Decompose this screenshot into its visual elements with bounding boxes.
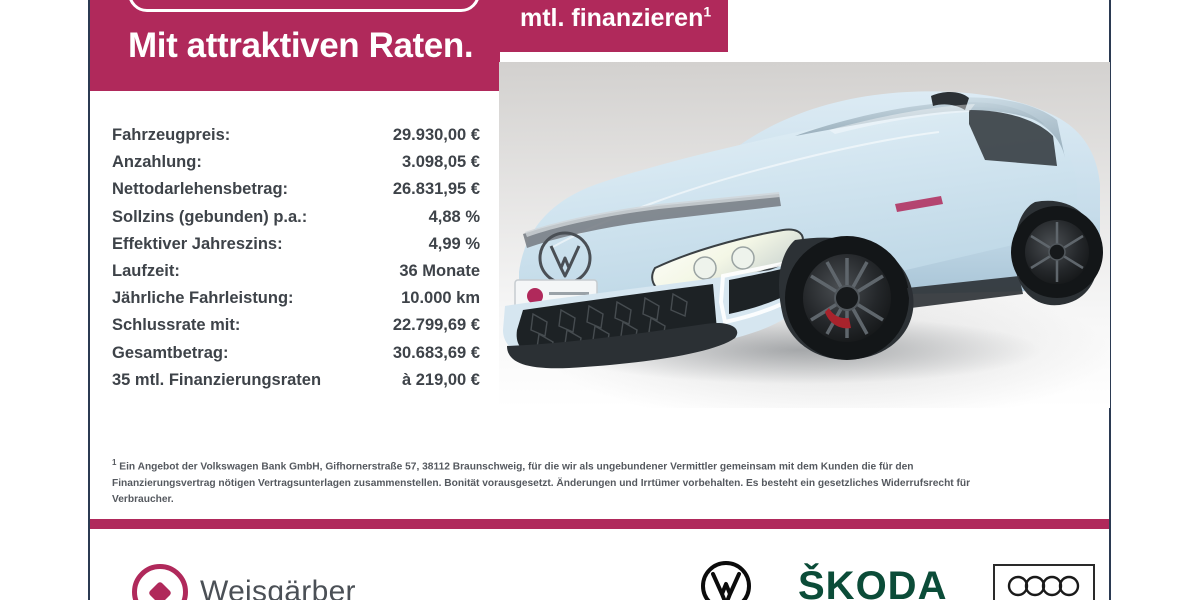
footer-divider [90, 519, 1109, 529]
decorative-pill-outline [128, 0, 480, 12]
footnote: 1 Ein Angebot der Volkswagen Bank GmbH, … [112, 455, 1017, 509]
row-value: 3.098,05 € [402, 153, 480, 172]
table-row: Schlussrate mit: 22.799,69 € [112, 316, 480, 343]
finance-details-table: Fahrzeugpreis: 29.930,00 € Anzahlung: 3.… [112, 126, 480, 398]
row-label: Fahrzeugpreis: [112, 126, 231, 144]
brand-logo-group: ŠKODA [700, 560, 1096, 600]
dealer-name: Weisgärber [200, 575, 356, 600]
footnote-marker: 1 [112, 458, 117, 467]
table-row: 35 mtl. Finanzierungsraten à 219,00 € [112, 371, 480, 398]
row-label: Nettodarlehensbetrag: [112, 180, 289, 199]
table-row: Sollzins (gebunden) p.a.: 4,88 % [112, 208, 480, 235]
row-value: 36 Monate [399, 261, 480, 280]
audi-rings-icon [993, 564, 1096, 600]
row-value: 29.930,00 € [392, 126, 480, 144]
row-value: 4,99 % [428, 234, 480, 253]
price-badge: Für 219,00 € mtl. finanzieren1 [500, 0, 728, 52]
footnote-text: Ein Angebot der Volkswagen Bank GmbH, Gi… [112, 461, 971, 506]
price-badge-line2: mtl. finanzieren1 [520, 2, 712, 34]
skoda-logo-icon: ŠKODA [798, 564, 948, 600]
row-value: 10.000 km [401, 289, 480, 308]
row-label: Gesamtbetrag: [112, 343, 229, 362]
row-value: à 219,00 € [402, 370, 480, 389]
headline-text: Mit attraktiven Raten. [128, 26, 474, 65]
vehicle-photo [499, 62, 1110, 408]
row-label: Effektiver Jahreszins: [112, 234, 283, 253]
row-label: Laufzeit: [112, 261, 180, 280]
audi-four-rings [1008, 575, 1080, 597]
row-label: 35 mtl. Finanzierungsraten [112, 370, 322, 389]
row-value: 30.683,69 € [392, 343, 480, 362]
row-label: Schlussrate mit: [112, 316, 241, 335]
page-frame-left-edge [88, 0, 90, 600]
dealer-logo[interactable]: Weisgärber [132, 564, 356, 600]
table-row: Effektiver Jahreszins: 4,99 % [112, 235, 480, 262]
table-row: Anzahlung: 3.098,05 € [112, 153, 480, 180]
vw-logo-icon [701, 561, 751, 600]
table-row: Fahrzeugpreis: 29.930,00 € [112, 126, 480, 153]
price-badge-footnote-marker: 1 [703, 3, 712, 20]
row-value: 4,88 % [428, 207, 480, 226]
footer: Weisgärber ŠKODA [90, 556, 1109, 600]
table-row: Jährliche Fahrleistung: 10.000 km [112, 289, 480, 316]
dealer-emblem-icon [132, 564, 188, 600]
table-row: Gesamtbetrag: 30.683,69 € [112, 344, 480, 371]
row-label: Jährliche Fahrleistung: [112, 289, 294, 308]
row-label: Sollzins (gebunden) p.a.: [112, 207, 308, 226]
table-row: Nettodarlehensbetrag: 26.831,95 € [112, 180, 480, 207]
price-badge-line2-text: mtl. finanzieren [520, 4, 704, 32]
row-label: Anzahlung: [112, 153, 202, 172]
row-value: 26.831,95 € [392, 180, 480, 199]
row-value: 22.799,69 € [392, 316, 480, 335]
page-frame-right-edge [1109, 0, 1111, 600]
headline-banner: Mit attraktiven Raten. [90, 0, 500, 91]
vehicle-illustration [503, 91, 1103, 384]
table-row: Laufzeit: 36 Monate [112, 262, 480, 289]
